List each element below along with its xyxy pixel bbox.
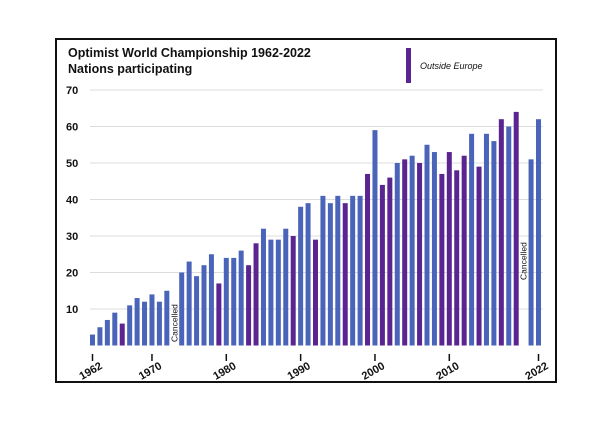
- bar-1990: [298, 206, 304, 346]
- x-tick-label: 1962: [77, 360, 104, 383]
- bar-1979: [216, 283, 222, 346]
- bar-2017: [498, 119, 504, 346]
- bar-1971: [156, 301, 162, 346]
- bar-1969: [142, 301, 148, 346]
- bar-2015: [483, 133, 489, 346]
- bar-1966: [119, 323, 125, 346]
- bar-2006: [417, 163, 423, 346]
- cancelled-label: Cancelled: [519, 242, 529, 280]
- bar-2005: [409, 155, 415, 346]
- bar-1962: [90, 334, 95, 346]
- x-tick-label: 1980: [211, 360, 238, 383]
- bar-2014: [476, 166, 482, 346]
- bar-1978: [208, 254, 214, 346]
- bar-2002: [387, 177, 393, 346]
- x-tick-label: 2010: [434, 360, 461, 383]
- bar-1985: [260, 228, 266, 346]
- chart-title: Optimist World Championship 1962-2022: [68, 46, 311, 60]
- y-tick-label: 40: [66, 195, 78, 207]
- bar-1987: [275, 239, 281, 346]
- bar-2016: [491, 141, 497, 346]
- bar-1975: [186, 261, 192, 346]
- bar-2000: [372, 130, 378, 346]
- bar-2003: [394, 163, 400, 346]
- x-tick-label: 2022: [523, 360, 550, 383]
- y-tick-label: 60: [66, 122, 78, 134]
- bar-1999: [365, 173, 371, 346]
- bar-2001: [379, 184, 385, 346]
- bar-2004: [402, 159, 408, 346]
- bar-1997: [350, 195, 356, 346]
- bar-2022: [536, 119, 541, 346]
- bar-2011: [454, 170, 460, 346]
- bar-1977: [201, 265, 207, 346]
- y-tick-label: 10: [66, 304, 78, 316]
- x-tick-label: 1970: [137, 360, 164, 383]
- chart-subtitle: Nations participating: [68, 62, 192, 76]
- bar-1996: [342, 203, 348, 346]
- legend-swatch: [406, 48, 411, 83]
- bar-1981: [231, 257, 237, 346]
- bar-2008: [431, 152, 437, 346]
- bar-2010: [446, 152, 452, 346]
- bar-2007: [424, 144, 430, 346]
- bar-1992: [313, 239, 318, 346]
- bar-1972: [164, 290, 170, 346]
- cancelled-label: Cancelled: [169, 304, 179, 342]
- bar-2021: [528, 159, 534, 346]
- bar-2013: [469, 133, 475, 346]
- legend-label: Outside Europe: [420, 61, 483, 71]
- bar-1963: [97, 327, 103, 346]
- x-tick-label: 2000: [360, 360, 387, 383]
- bar-2009: [439, 173, 445, 346]
- bar-1995: [335, 195, 341, 346]
- bar-1980: [223, 257, 229, 346]
- bar-1993: [320, 195, 326, 346]
- x-tick-label: 1990: [286, 360, 313, 383]
- y-tick-label: 30: [66, 231, 78, 243]
- bar-2019: [513, 111, 519, 346]
- bar-1967: [127, 305, 133, 346]
- bar-1989: [290, 236, 296, 346]
- bar-1965: [112, 312, 118, 346]
- bar-1991: [305, 203, 311, 346]
- y-tick-label: 50: [66, 158, 78, 170]
- bar-1998: [357, 195, 363, 346]
- bar-1988: [283, 228, 289, 346]
- bar-2018: [506, 126, 512, 346]
- bar-1970: [149, 294, 155, 346]
- bar-1983: [246, 265, 252, 346]
- bar-1974: [179, 272, 185, 346]
- bar-1964: [104, 319, 110, 346]
- bar-1986: [268, 239, 274, 346]
- bar-1968: [134, 298, 140, 346]
- bar-1982: [238, 250, 244, 346]
- bar-1976: [194, 276, 200, 346]
- bar-1994: [327, 203, 333, 346]
- bar-1984: [253, 243, 259, 346]
- y-tick-label: 70: [66, 85, 78, 97]
- y-tick-label: 20: [66, 268, 78, 280]
- bar-2012: [461, 155, 467, 346]
